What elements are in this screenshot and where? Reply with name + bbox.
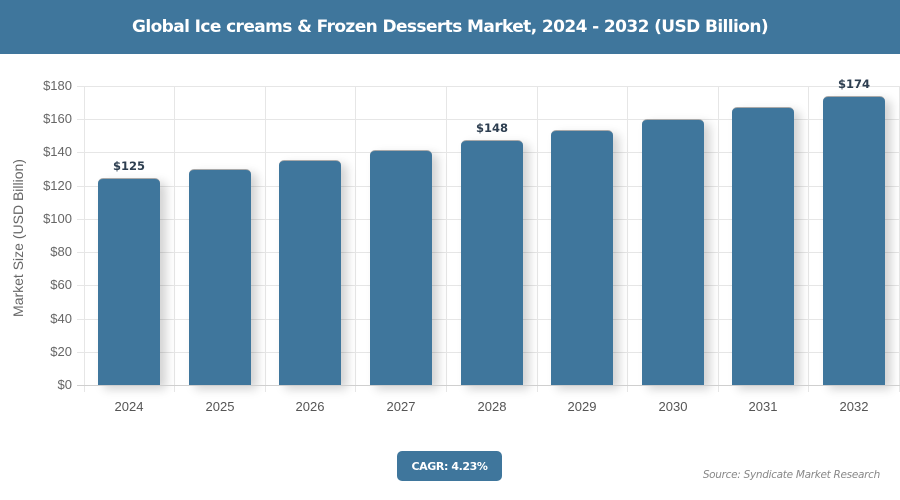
gridline	[77, 86, 900, 87]
x-tick: 2031	[748, 399, 778, 414]
bar-2028[interactable]	[461, 140, 523, 385]
y-tick: $0	[57, 377, 72, 392]
x-tick: 2027	[386, 399, 416, 414]
chart-title-banner: Global Ice creams & Frozen Desserts Mark…	[0, 0, 900, 54]
x-tick: 2024	[114, 399, 144, 414]
bar-value-label: $174	[837, 77, 870, 91]
bar-value-label: $125	[112, 159, 145, 173]
bar-2024[interactable]	[98, 178, 160, 385]
bar-2025[interactable]	[189, 169, 251, 385]
gridline	[627, 86, 628, 392]
y-tick: $60	[50, 277, 72, 292]
x-axis-line	[77, 385, 900, 386]
gridline	[537, 86, 538, 392]
gridline	[446, 86, 447, 392]
bar-2027[interactable]	[370, 150, 432, 385]
gridline	[808, 86, 809, 392]
y-tick: $180	[43, 78, 72, 93]
x-tick: 2030	[658, 399, 688, 414]
gridline	[265, 86, 266, 392]
gridline	[718, 86, 719, 392]
gridline	[174, 86, 175, 392]
x-tick: 2029	[567, 399, 597, 414]
x-tick: 2026	[295, 399, 325, 414]
source-note: Source: Syndicate Market Research	[702, 469, 880, 481]
chart-title: Global Ice creams & Frozen Desserts Mark…	[131, 17, 769, 37]
bar-2030[interactable]	[642, 119, 704, 385]
y-tick: $40	[50, 311, 72, 326]
y-tick: $20	[50, 344, 72, 359]
x-tick: 2032	[839, 399, 869, 414]
y-tick: $80	[50, 244, 72, 259]
y-tick: $160	[43, 111, 72, 126]
bar-2031[interactable]	[732, 107, 794, 385]
y-tick: $140	[43, 144, 72, 159]
y-tick: $100	[43, 211, 72, 226]
bar-2032[interactable]	[823, 96, 885, 385]
cagr-badge: CAGR: 4.23%	[397, 451, 502, 481]
bar-2029[interactable]	[551, 130, 613, 385]
x-tick: 2028	[477, 399, 507, 414]
gridline	[77, 119, 900, 120]
cagr-text: CAGR: 4.23%	[411, 459, 488, 473]
gridline	[355, 86, 356, 392]
bar-value-label: $148	[475, 121, 508, 135]
y-tick: $120	[43, 178, 72, 193]
bar-2026[interactable]	[279, 160, 341, 385]
gridline	[84, 86, 85, 392]
x-tick: 2025	[205, 399, 235, 414]
